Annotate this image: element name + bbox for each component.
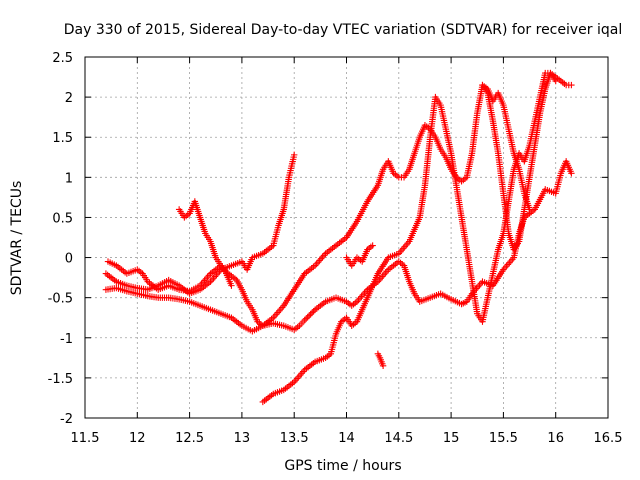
data-point (369, 242, 376, 249)
x-tick-label: 14 (338, 431, 355, 446)
x-tick-label: 16 (547, 431, 564, 446)
series-1 (102, 158, 575, 335)
data-point (568, 81, 575, 89)
x-axis: 11.5 12 12.5 13 13.5 14 14.5 15 15.5 16 16.5 (71, 57, 623, 446)
data-point (302, 315, 310, 322)
series-3 (175, 198, 235, 289)
data-point (304, 313, 311, 321)
y-axis: 2.5 2 1.5 1 0.5 0 -0.5 -1 -1.5 -2 (48, 51, 608, 427)
series-7 (343, 242, 376, 269)
y-tick-label: -2 (60, 412, 73, 427)
y-axis-label: SDTVAR / TECUs (9, 181, 25, 296)
data-point (379, 362, 387, 370)
x-tick-label: 13 (234, 431, 251, 446)
data-point (308, 309, 316, 316)
y-tick-label: 1.5 (52, 131, 73, 146)
series-2 (102, 151, 298, 297)
data-point (310, 307, 317, 315)
chart-title: Day 330 of 2015, Sidereal Day-to-day VTE… (64, 22, 622, 38)
data-point (568, 170, 575, 177)
series-5 (259, 69, 559, 406)
x-tick-label: 15.5 (489, 431, 518, 446)
x-tick-label: 12.5 (175, 431, 204, 446)
y-tick-label: 0.5 (52, 211, 73, 226)
y-tick-label: 0 (65, 252, 73, 267)
data-point (305, 312, 313, 319)
x-axis-label: GPS time / hours (284, 458, 401, 474)
y-tick-label: -1.5 (48, 372, 73, 387)
data-point (552, 77, 559, 85)
series-8 (479, 81, 533, 213)
series-4 (104, 69, 575, 329)
series-6 (374, 350, 387, 370)
x-tick-label: 12 (129, 431, 146, 446)
y-tick-label: 1 (65, 171, 73, 186)
x-tick-label: 11.5 (71, 431, 100, 446)
x-tick-label: 16.5 (594, 431, 623, 446)
y-tick-label: -1 (60, 332, 73, 347)
data-point (301, 316, 308, 324)
x-tick-label: 15 (443, 431, 460, 446)
data-marks (102, 69, 575, 406)
data-point (228, 282, 235, 289)
y-tick-label: 2 (65, 91, 73, 106)
data-point (291, 151, 298, 159)
y-tick-label: -0.5 (48, 292, 73, 307)
data-point (307, 310, 314, 318)
data-point (526, 206, 533, 213)
x-tick-label: 13.5 (280, 431, 309, 446)
x-tick-label: 14.5 (384, 431, 413, 446)
grid (85, 57, 608, 418)
y-tick-label: 2.5 (52, 51, 73, 66)
